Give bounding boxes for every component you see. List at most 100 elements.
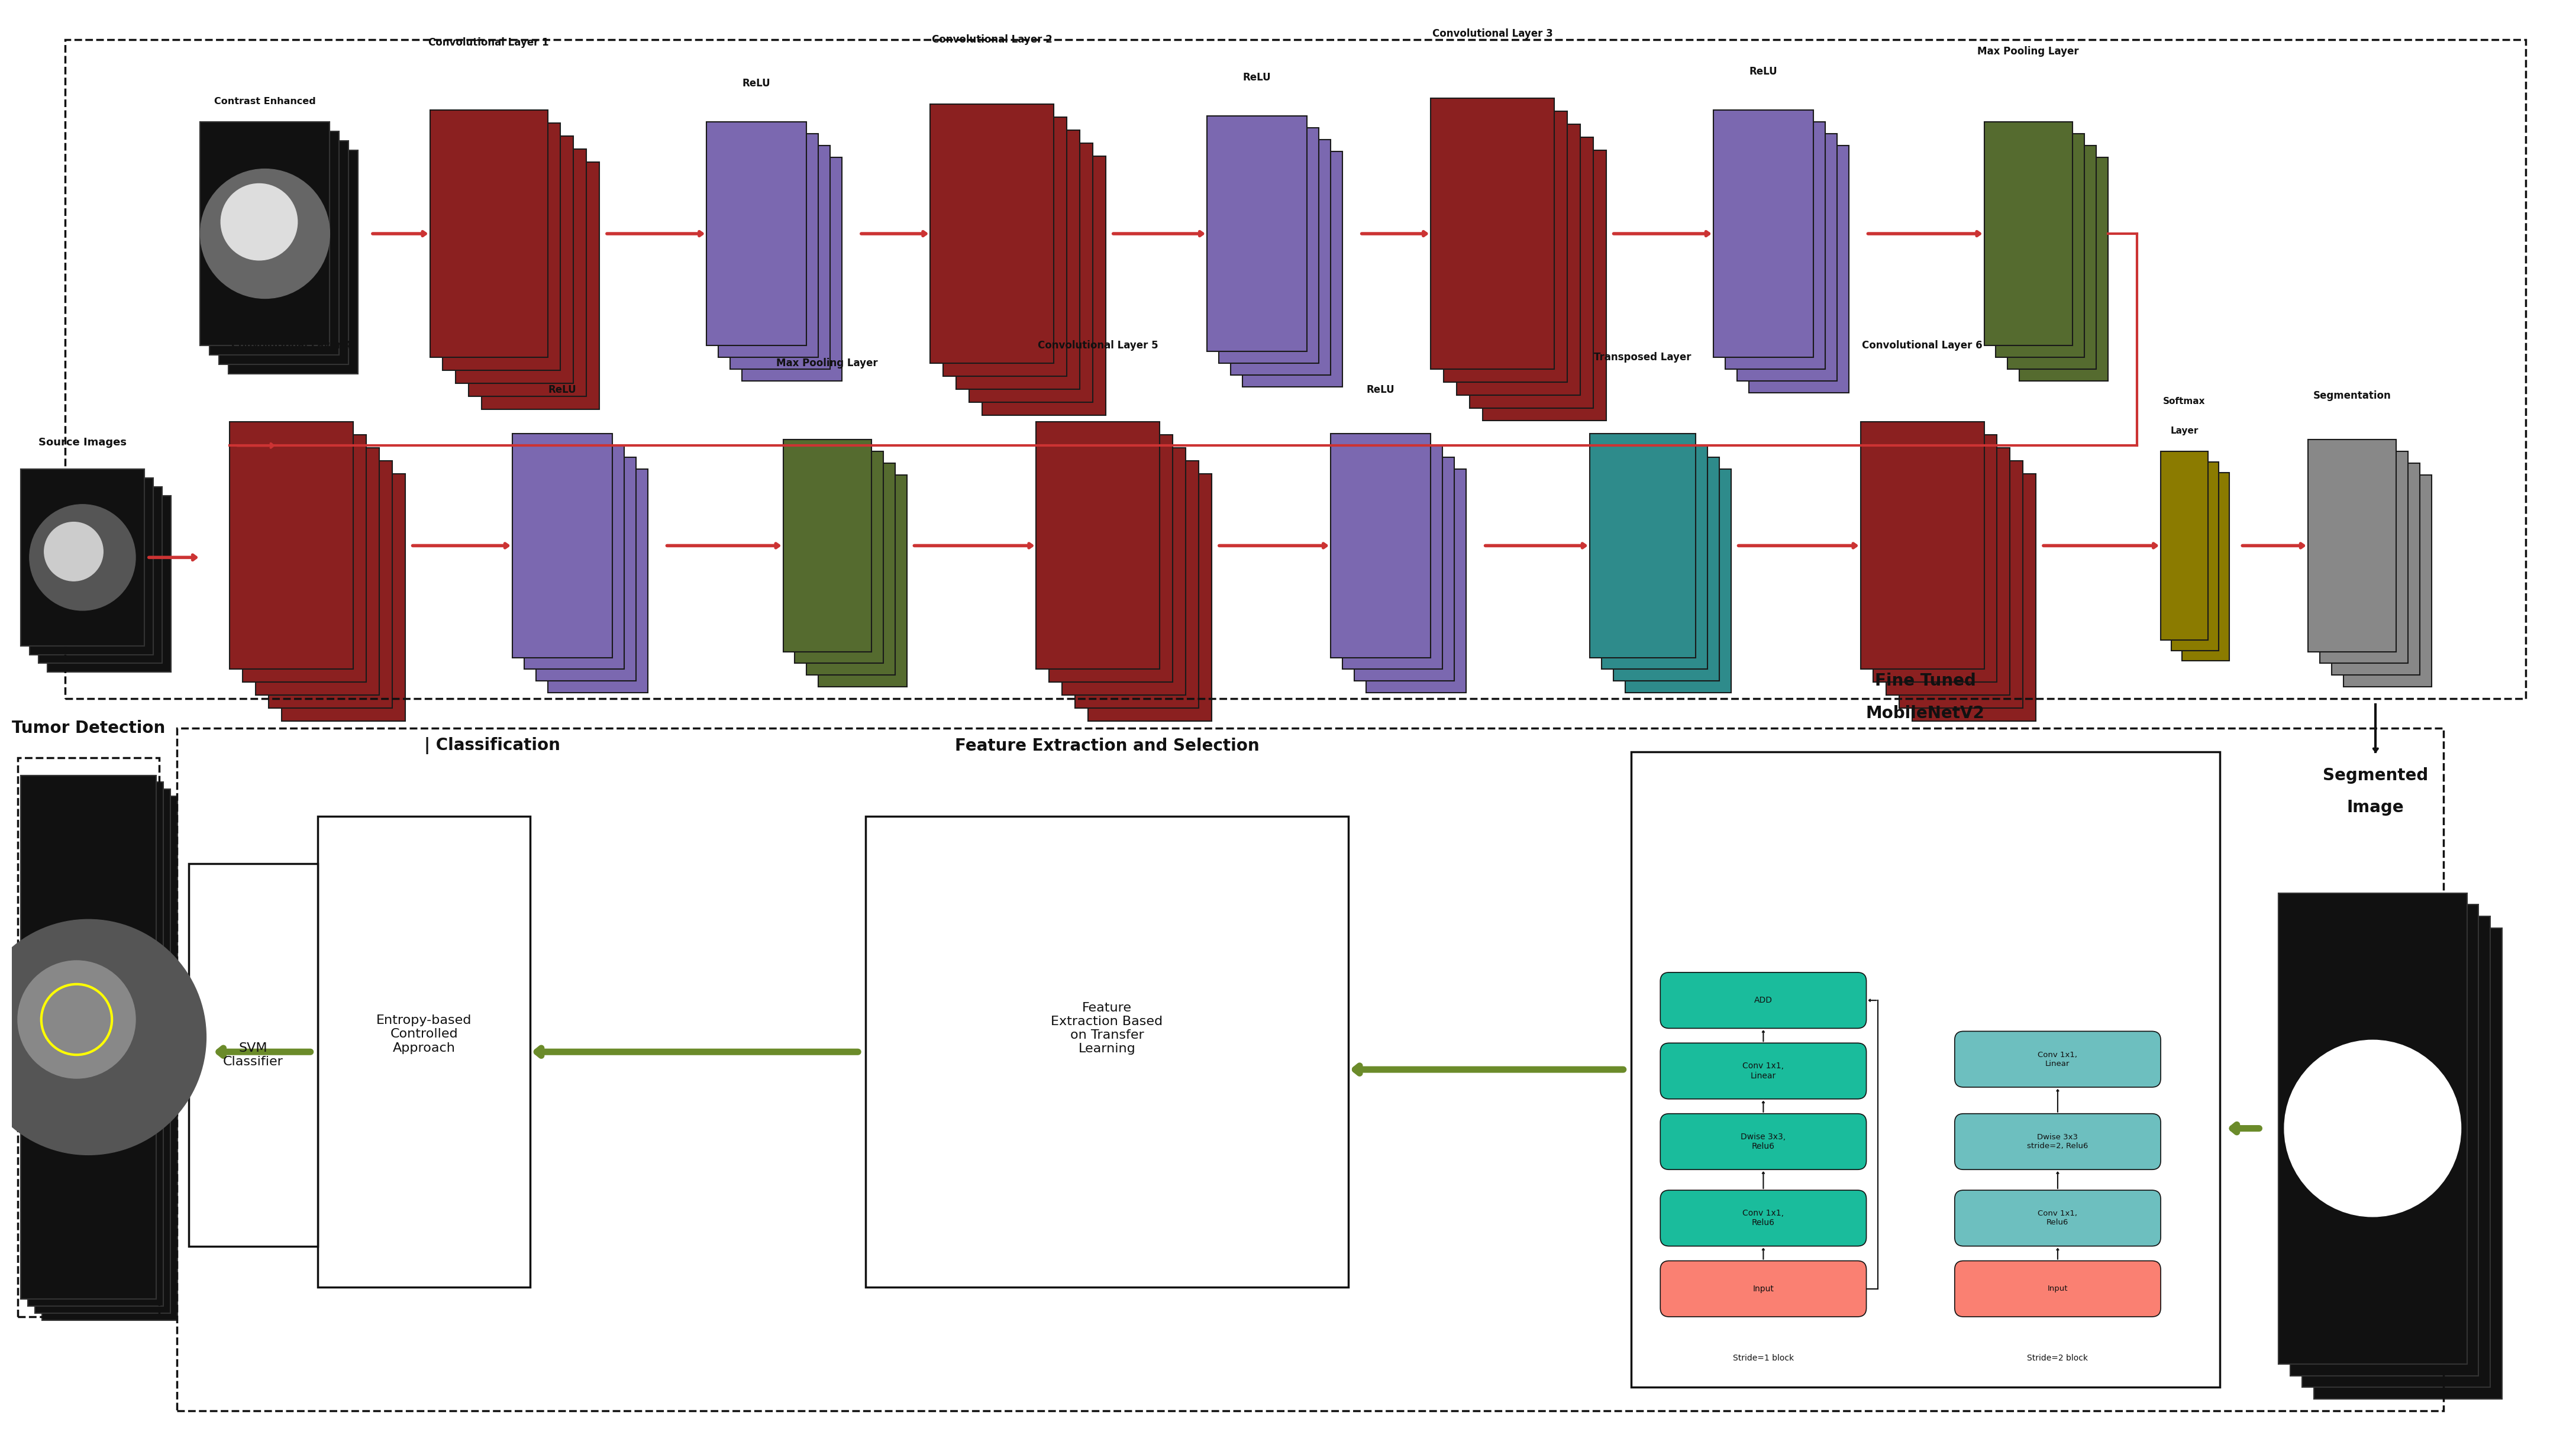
Text: Convolutional Layer 1: Convolutional Layer 1 [428, 37, 549, 47]
Text: Transposed Layer: Transposed Layer [1595, 352, 1692, 362]
FancyBboxPatch shape [796, 452, 884, 663]
Circle shape [28, 505, 137, 610]
Bar [18, 758, 160, 1317]
FancyBboxPatch shape [1662, 1191, 1868, 1247]
FancyBboxPatch shape [2007, 145, 2097, 370]
FancyBboxPatch shape [1662, 1043, 1868, 1099]
Text: Images: Images [245, 129, 283, 138]
FancyBboxPatch shape [1662, 1113, 1868, 1169]
FancyBboxPatch shape [2344, 475, 2432, 687]
FancyBboxPatch shape [1355, 457, 1455, 682]
FancyBboxPatch shape [201, 122, 330, 345]
FancyBboxPatch shape [2277, 893, 2468, 1363]
FancyBboxPatch shape [28, 782, 162, 1306]
FancyBboxPatch shape [229, 421, 353, 669]
FancyBboxPatch shape [21, 469, 144, 646]
Text: Conv 1x1,
Relu6: Conv 1x1, Relu6 [1741, 1209, 1785, 1227]
FancyBboxPatch shape [1484, 150, 1605, 421]
Text: Segmentation: Segmentation [2313, 390, 2391, 401]
FancyBboxPatch shape [2182, 473, 2228, 661]
FancyBboxPatch shape [41, 797, 178, 1320]
FancyBboxPatch shape [242, 434, 366, 682]
FancyBboxPatch shape [2331, 463, 2419, 676]
FancyBboxPatch shape [1713, 111, 1814, 357]
Circle shape [44, 522, 103, 581]
FancyBboxPatch shape [866, 817, 1347, 1287]
FancyBboxPatch shape [1749, 145, 1850, 393]
Circle shape [18, 961, 137, 1078]
FancyBboxPatch shape [523, 446, 623, 669]
FancyBboxPatch shape [1911, 475, 2035, 720]
Text: Max Pooling Layer: Max Pooling Layer [775, 358, 878, 368]
FancyBboxPatch shape [1955, 1113, 2161, 1169]
FancyBboxPatch shape [2161, 452, 2208, 640]
Text: Input: Input [2048, 1286, 2069, 1293]
FancyBboxPatch shape [268, 462, 392, 707]
Text: Conv 1x1,
Linear: Conv 1x1, Linear [2038, 1051, 2076, 1067]
Text: | Classification: | Classification [425, 738, 559, 755]
Text: ReLU: ReLU [549, 384, 577, 395]
FancyBboxPatch shape [981, 155, 1105, 416]
FancyBboxPatch shape [430, 111, 549, 357]
FancyBboxPatch shape [1996, 134, 2084, 357]
FancyBboxPatch shape [21, 775, 157, 1299]
FancyBboxPatch shape [2313, 929, 2501, 1399]
Text: Layer: Layer [2169, 427, 2197, 436]
FancyBboxPatch shape [1955, 1191, 2161, 1247]
FancyBboxPatch shape [1443, 111, 1566, 383]
FancyBboxPatch shape [1631, 752, 2221, 1388]
FancyBboxPatch shape [1468, 137, 1592, 408]
FancyBboxPatch shape [443, 124, 562, 370]
Text: Dwise 3x3
stride=2, Relu6: Dwise 3x3 stride=2, Relu6 [2027, 1133, 2089, 1150]
FancyBboxPatch shape [1455, 124, 1579, 395]
FancyBboxPatch shape [1955, 1031, 2161, 1087]
FancyBboxPatch shape [1342, 446, 1443, 669]
Text: Input: Input [1752, 1284, 1775, 1293]
FancyBboxPatch shape [28, 477, 152, 654]
FancyBboxPatch shape [255, 449, 379, 695]
Text: Dwise 3x3,
Relu6: Dwise 3x3, Relu6 [1741, 1133, 1785, 1150]
FancyBboxPatch shape [1332, 434, 1430, 657]
FancyBboxPatch shape [2318, 452, 2409, 663]
FancyBboxPatch shape [536, 457, 636, 682]
FancyBboxPatch shape [219, 141, 348, 364]
FancyBboxPatch shape [1231, 139, 1332, 375]
FancyBboxPatch shape [2172, 462, 2218, 650]
FancyBboxPatch shape [1061, 449, 1185, 695]
Text: Conv 1x1,
Linear: Conv 1x1, Linear [1741, 1063, 1785, 1080]
FancyBboxPatch shape [39, 487, 162, 663]
FancyBboxPatch shape [1048, 434, 1172, 682]
FancyBboxPatch shape [1736, 134, 1837, 381]
Text: ReLU: ReLU [742, 78, 770, 89]
FancyBboxPatch shape [742, 157, 842, 381]
FancyBboxPatch shape [819, 475, 907, 687]
Circle shape [2285, 1040, 2460, 1217]
FancyBboxPatch shape [469, 150, 587, 395]
FancyBboxPatch shape [969, 142, 1092, 403]
FancyBboxPatch shape [482, 162, 600, 408]
FancyBboxPatch shape [1036, 421, 1159, 669]
FancyBboxPatch shape [1984, 122, 2074, 345]
Text: SVM
Classifier: SVM Classifier [224, 1043, 283, 1067]
FancyBboxPatch shape [1662, 1261, 1868, 1317]
Bar [64, 39, 2524, 699]
FancyBboxPatch shape [1886, 449, 2009, 695]
FancyBboxPatch shape [1873, 434, 1996, 682]
Text: Max Pooling Layer: Max Pooling Layer [1978, 46, 2079, 56]
Bar [178, 728, 2442, 1411]
FancyBboxPatch shape [1860, 421, 1984, 669]
Text: ADD: ADD [1754, 997, 1772, 1005]
FancyBboxPatch shape [1602, 446, 1708, 669]
Text: Convolutional Layer 4: Convolutional Layer 4 [232, 341, 353, 351]
Text: Source Images: Source Images [39, 437, 126, 449]
FancyBboxPatch shape [1662, 972, 1868, 1028]
FancyBboxPatch shape [1365, 469, 1466, 693]
FancyBboxPatch shape [783, 440, 871, 651]
Text: ReLU: ReLU [1749, 66, 1777, 78]
FancyBboxPatch shape [729, 145, 829, 370]
Text: Image: Image [2347, 800, 2403, 815]
FancyBboxPatch shape [1726, 122, 1826, 370]
FancyBboxPatch shape [21, 469, 144, 646]
FancyBboxPatch shape [2308, 440, 2396, 651]
Text: ReLU: ReLU [1244, 72, 1270, 83]
